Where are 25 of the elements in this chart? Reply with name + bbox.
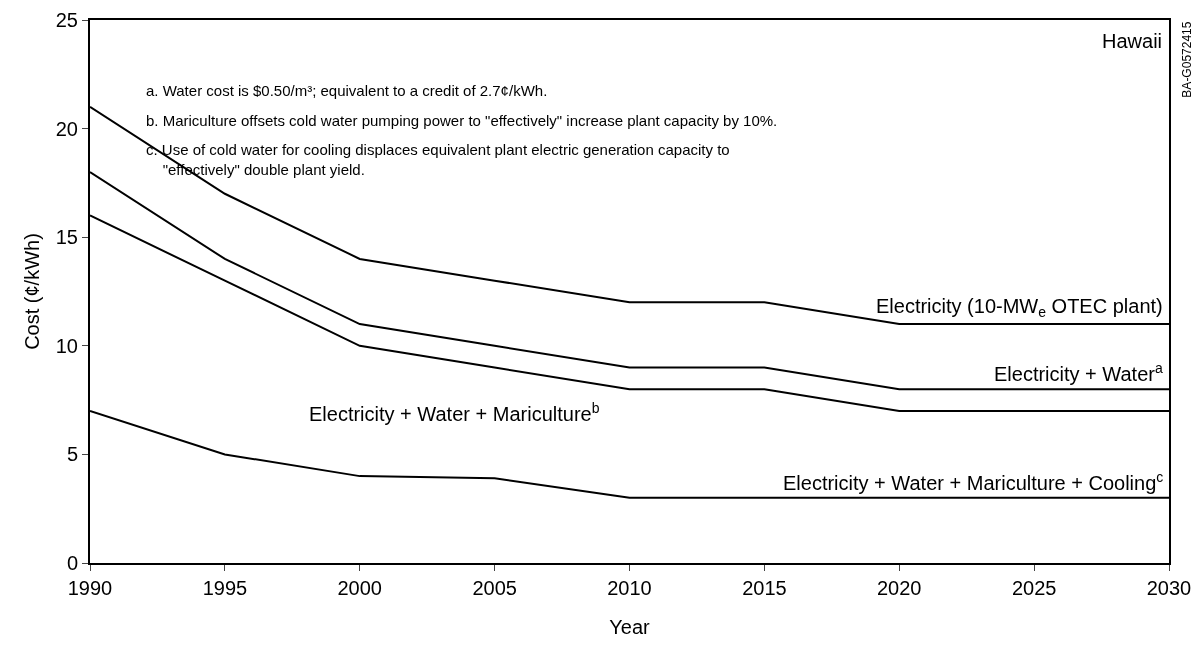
x-tick-label: 2015 xyxy=(742,577,787,599)
x-tick-label: 2000 xyxy=(337,577,382,599)
y-tick-label: 15 xyxy=(55,226,78,249)
series-label: Electricity + Water$^{a}$ xyxy=(994,360,1163,386)
y-tick-label: 0 xyxy=(66,552,78,574)
x-tick-label: 2025 xyxy=(1011,577,1057,599)
y-tick-label: 5 xyxy=(66,443,78,466)
y-tick-label: 10 xyxy=(55,334,78,357)
x-tick-label: 1990 xyxy=(67,577,113,599)
text: BA-G0572415 xyxy=(1179,21,1194,98)
x-axis-title: Year xyxy=(609,616,651,638)
x-tick-label: 2010 xyxy=(607,577,652,599)
annotation: Hawaii xyxy=(1102,30,1163,52)
series-label: Electricity + Water + Mariculture + Cooling$^{c}$ xyxy=(783,469,1164,495)
series-label: Electricity (10-MW$_{e}$ OTEC plant) xyxy=(876,295,1163,321)
annotation: a. Water cost is $0.50/m³; equivalent to a credit of 2.7¢/kWh. xyxy=(146,82,548,99)
y-tick-label: 20 xyxy=(55,117,78,140)
y-tick-label: 25 xyxy=(55,9,78,31)
x-tick-label: 2005 xyxy=(472,577,517,599)
series-label: Electricity + Water + Mariculture$^{b}$ xyxy=(309,400,600,426)
x-tick-label: 1995 xyxy=(202,577,248,599)
x-tick-label: 2020 xyxy=(877,577,922,599)
y-axis-title: Cost (¢/kWh) xyxy=(21,233,43,350)
x-tick-label: 2030 xyxy=(1146,577,1192,599)
annotation: b. Mariculture offsets cold water pumping power to "effectively" increase plant capacity by 10%. xyxy=(146,112,778,129)
